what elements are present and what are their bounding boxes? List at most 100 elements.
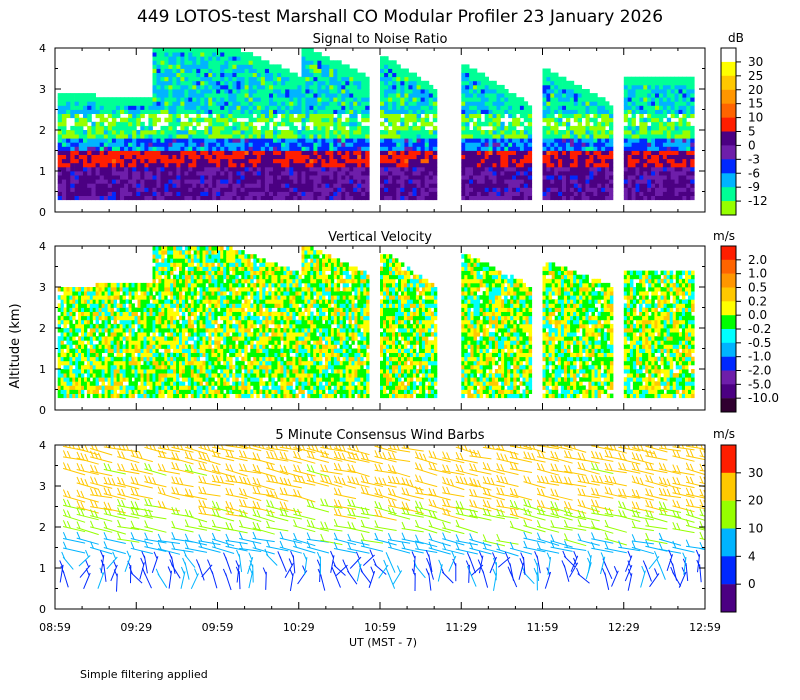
snr-cell bbox=[172, 89, 177, 94]
snr-cell bbox=[208, 101, 213, 106]
velocity-cell bbox=[69, 356, 73, 362]
snr-cell bbox=[631, 187, 636, 192]
snr-cell bbox=[527, 154, 533, 160]
snr-cell bbox=[353, 97, 358, 102]
snr-cell bbox=[365, 175, 370, 180]
snr-cell bbox=[285, 68, 290, 73]
snr-cell bbox=[325, 101, 330, 106]
snr-cell bbox=[204, 68, 209, 73]
velocity-cell bbox=[101, 369, 105, 374]
snr-cell bbox=[465, 121, 470, 127]
snr-cell bbox=[152, 166, 157, 172]
snr-cell bbox=[289, 138, 294, 143]
snr-cell bbox=[204, 142, 209, 147]
snr-cell bbox=[148, 109, 153, 114]
snr-cell bbox=[484, 195, 489, 201]
snr-cell bbox=[273, 64, 278, 69]
snr-cell bbox=[91, 93, 96, 98]
snr-cell bbox=[420, 187, 426, 192]
snr-cell bbox=[566, 142, 571, 147]
snr-cell bbox=[180, 105, 185, 110]
snr-cell bbox=[285, 166, 290, 172]
snr-cell bbox=[420, 175, 426, 180]
snr-cell bbox=[627, 97, 632, 102]
velocity-cell bbox=[101, 336, 105, 341]
snr-cell bbox=[353, 117, 358, 123]
snr-cell bbox=[609, 187, 614, 192]
snr-cell bbox=[666, 101, 672, 106]
snr-cell bbox=[605, 130, 610, 135]
snr-cell bbox=[384, 142, 389, 147]
snr-cell bbox=[281, 187, 286, 192]
velocity-cell bbox=[113, 303, 117, 308]
snr-cell bbox=[152, 117, 157, 123]
snr-cell bbox=[420, 125, 426, 131]
snr-cell bbox=[160, 166, 165, 172]
snr-cell bbox=[408, 171, 413, 176]
snr-cell bbox=[273, 187, 278, 192]
snr-cell bbox=[115, 105, 121, 110]
snr-cell bbox=[99, 158, 105, 164]
velocity-cell bbox=[101, 381, 105, 386]
velocity-cell bbox=[57, 369, 61, 374]
velocity-cell bbox=[98, 393, 102, 399]
snr-cell bbox=[91, 166, 96, 172]
snr-cell bbox=[492, 125, 497, 131]
snr-cell bbox=[184, 150, 189, 155]
velocity-cell bbox=[107, 364, 111, 370]
velocity-cell bbox=[98, 315, 102, 321]
snr-cell bbox=[188, 80, 193, 86]
snr-cell bbox=[408, 183, 413, 188]
snr-cell bbox=[420, 150, 426, 155]
snr-cell bbox=[341, 134, 346, 139]
snr-cell bbox=[285, 97, 290, 102]
snr-cell bbox=[404, 72, 409, 78]
snr-cell bbox=[508, 187, 513, 192]
velocity-cell bbox=[60, 360, 64, 366]
snr-cell bbox=[523, 175, 529, 180]
snr-cell bbox=[260, 117, 266, 123]
snr-cell bbox=[488, 175, 493, 180]
velocity-cell bbox=[110, 328, 114, 333]
snr-cell bbox=[469, 76, 474, 82]
snr-cell bbox=[220, 187, 225, 192]
snr-cell bbox=[248, 138, 254, 143]
snr-cell bbox=[631, 150, 636, 155]
snr-cell bbox=[500, 146, 505, 151]
snr-cell bbox=[597, 162, 602, 168]
snr-cell bbox=[496, 158, 501, 164]
snr-cell bbox=[305, 93, 310, 98]
snr-cell bbox=[341, 138, 346, 143]
snr-cell bbox=[484, 105, 489, 110]
snr-cell bbox=[293, 146, 298, 151]
snr-cell bbox=[83, 142, 88, 147]
snr-cell bbox=[277, 64, 282, 69]
snr-cell bbox=[412, 130, 417, 135]
snr-cell bbox=[192, 56, 197, 61]
velocity-cell bbox=[113, 332, 117, 337]
snr-cell bbox=[424, 138, 430, 143]
snr-cell bbox=[416, 134, 422, 139]
snr-cell bbox=[144, 101, 149, 106]
snr-cell bbox=[192, 179, 197, 184]
snr-cell bbox=[160, 183, 165, 188]
snr-cell bbox=[99, 121, 105, 127]
snr-cell bbox=[136, 121, 141, 127]
snr-cell bbox=[200, 171, 205, 176]
snr-cell bbox=[333, 125, 338, 131]
snr-cell bbox=[188, 121, 193, 127]
snr-colorbar-unit: dB bbox=[728, 31, 744, 45]
velocity-cell bbox=[110, 344, 114, 349]
snr-cell bbox=[313, 64, 318, 69]
snr-cell bbox=[627, 191, 632, 196]
snr-cell bbox=[325, 146, 330, 151]
snr-cell bbox=[480, 121, 486, 127]
velocity-cell bbox=[72, 315, 76, 321]
velocity-cell bbox=[122, 299, 126, 304]
snr-cell bbox=[345, 121, 350, 127]
snr-cell bbox=[87, 109, 92, 114]
snr-cell bbox=[674, 105, 679, 110]
snr-cell bbox=[188, 183, 193, 188]
snr-panel-title: Signal to Noise Ratio bbox=[313, 32, 448, 47]
snr-cell bbox=[240, 84, 245, 90]
